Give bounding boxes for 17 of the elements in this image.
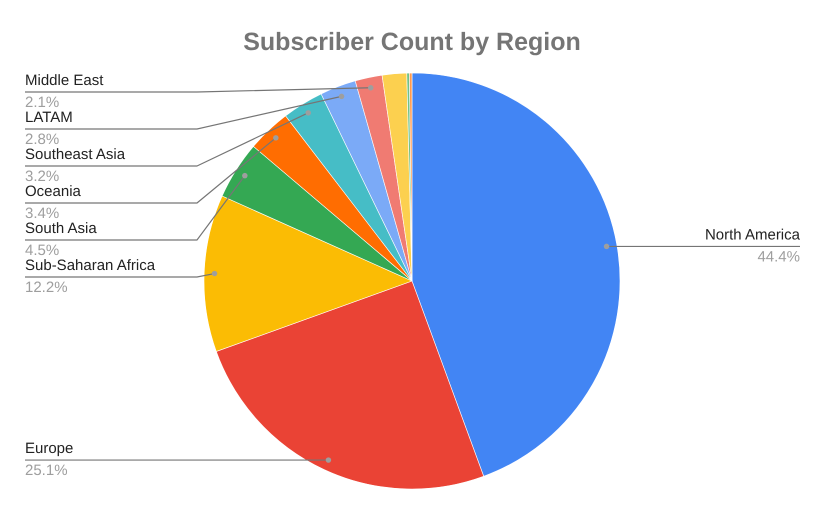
slice-label: LATAM xyxy=(25,109,73,126)
data-label: 44.4% xyxy=(757,248,800,266)
data-label: 12.2% xyxy=(25,279,68,296)
data-label: 25.1% xyxy=(25,462,68,480)
slice-label: Sub-Saharan Africa xyxy=(25,257,156,274)
slice-label: South Asia xyxy=(25,220,98,237)
data-label: 3.4% xyxy=(25,205,60,222)
slice-label: Europe xyxy=(25,440,74,458)
data-label: 3.2% xyxy=(25,168,60,185)
data-label: 4.5% xyxy=(25,242,60,259)
slice-label: North America xyxy=(704,226,801,244)
slice-label: Oceania xyxy=(25,183,82,200)
slice-label: Southeast Asia xyxy=(25,146,126,163)
data-label: 2.1% xyxy=(25,94,60,111)
data-label: 2.8% xyxy=(25,131,60,148)
chart-title: Subscriber Count by Region xyxy=(243,28,581,56)
slice-label: Middle East xyxy=(25,72,104,89)
